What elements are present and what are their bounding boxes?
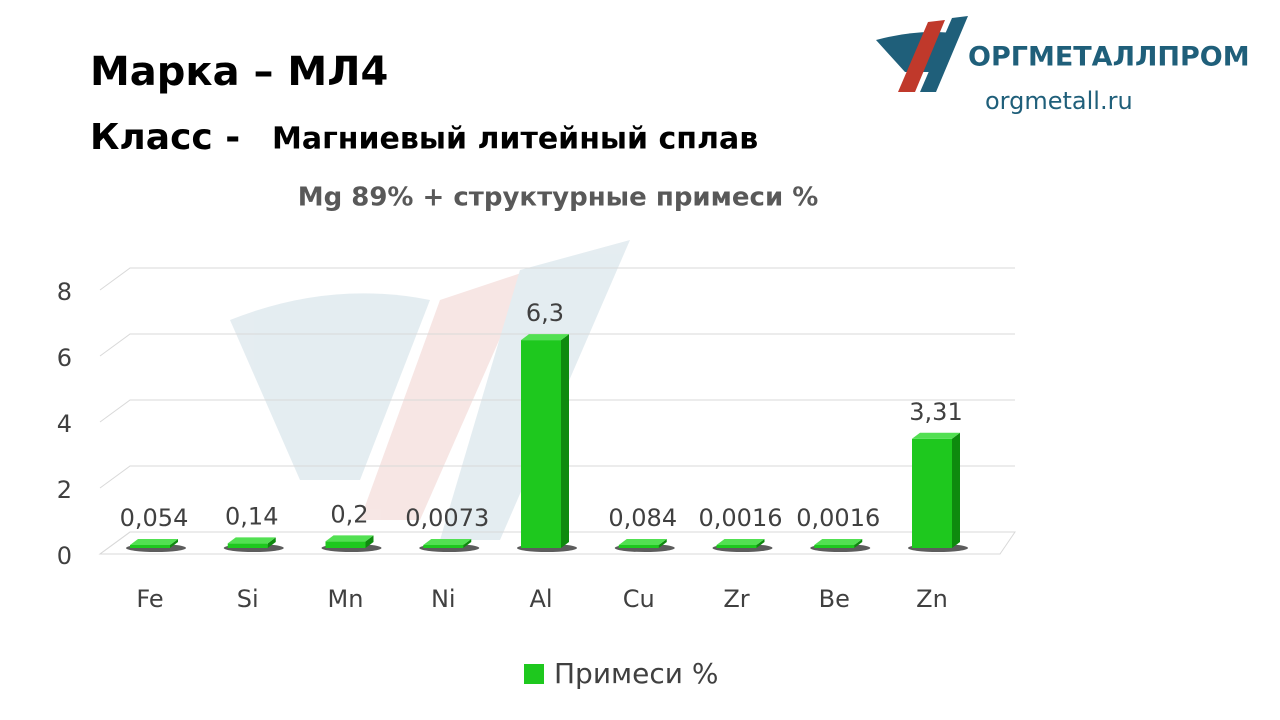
grid-line — [99, 333, 1015, 357]
bar-side — [756, 539, 765, 548]
legend-label: Примеси % — [554, 657, 718, 690]
bar — [716, 545, 757, 548]
bar — [130, 545, 170, 548]
bar-side — [854, 539, 863, 548]
bar — [423, 545, 464, 548]
bar-top — [618, 539, 667, 545]
bar-side — [170, 539, 178, 548]
value-label: 0,084 — [608, 504, 677, 532]
bar-side — [267, 537, 276, 548]
x-tick-label: Mn — [328, 585, 364, 613]
value-label: 0,0073 — [405, 504, 489, 532]
bar — [912, 438, 952, 548]
bar-side — [658, 539, 667, 548]
value-label: 0,14 — [225, 502, 278, 530]
bar-side — [952, 432, 960, 548]
bar-top — [227, 537, 276, 544]
logo-site: orgmetall.ru — [985, 87, 1133, 115]
bar-top — [716, 539, 765, 545]
grid-line — [99, 399, 1015, 423]
bar-top — [423, 539, 472, 545]
bar — [814, 545, 855, 548]
value-label: 0,2 — [330, 500, 368, 528]
value-label: 3,31 — [909, 398, 962, 426]
x-tick-label: Al — [529, 585, 552, 613]
grid-line — [99, 267, 1015, 291]
title: Марка – МЛ4 — [90, 49, 388, 95]
value-label: 0,0016 — [699, 504, 783, 532]
bar-side — [365, 535, 374, 548]
bar-top — [325, 535, 374, 542]
legend-swatch — [524, 664, 544, 684]
value-label: 0,0016 — [796, 504, 880, 532]
x-tick-label: Be — [819, 585, 850, 613]
bar — [325, 541, 366, 548]
logo-mark — [876, 16, 968, 92]
value-label: 0,054 — [120, 504, 189, 532]
floor — [98, 531, 1016, 555]
chart-title: Mg 89% + структурные примеси % — [298, 183, 819, 213]
bar — [618, 545, 659, 548]
class-label: Класс - — [90, 117, 240, 158]
x-tick-label: Cu — [623, 585, 655, 613]
x-tick-label: Zn — [916, 585, 948, 613]
watermark — [230, 240, 630, 540]
grid-line — [99, 465, 1015, 489]
x-tick-label: Si — [237, 585, 259, 613]
x-tick-label: Ni — [431, 585, 456, 613]
x-tick-label: Zr — [723, 585, 749, 613]
y-tick-label: 0 — [57, 542, 72, 570]
bar — [227, 543, 268, 548]
bar — [521, 340, 561, 548]
x-tick-label: Fe — [136, 585, 163, 613]
bar-top — [912, 432, 960, 439]
y-tick-label: 4 — [57, 410, 72, 438]
logo-text: ОРГМЕТАЛЛПРОМ — [968, 42, 1250, 73]
value-label: 6,3 — [526, 299, 564, 327]
y-tick-label: 2 — [57, 476, 72, 504]
class-value: Магниевый литейный сплав — [272, 122, 758, 157]
y-tick-label: 6 — [57, 344, 72, 372]
bar-top — [521, 334, 569, 341]
bar-side — [561, 334, 569, 548]
bar-side — [463, 539, 472, 548]
bar-top — [130, 539, 178, 545]
y-tick-label: 8 — [57, 278, 72, 306]
bar-top — [814, 539, 863, 545]
